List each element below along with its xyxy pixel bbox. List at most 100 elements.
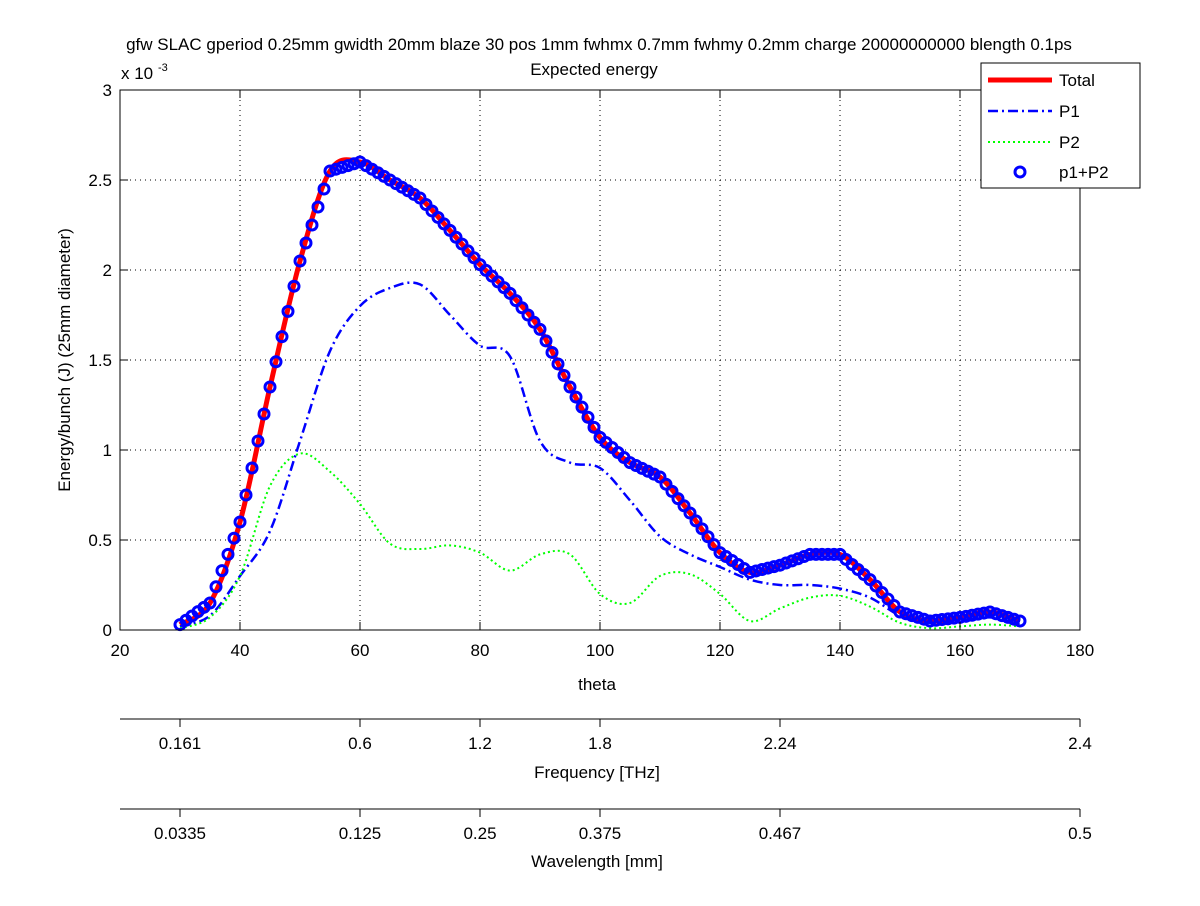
data-point: [539, 334, 553, 348]
x-axis-label: theta: [578, 675, 616, 694]
y-tick-label: 0: [103, 621, 112, 640]
legend-label-p2: P2: [1059, 133, 1080, 152]
data-point: [323, 164, 337, 178]
x-tick-label: 20: [111, 641, 130, 660]
data-point: [743, 565, 757, 579]
data-point: [287, 279, 301, 293]
data-point: [791, 552, 805, 566]
secondary-tick-label: 2.4: [1068, 734, 1092, 753]
y-tick-label: 0.5: [88, 531, 112, 550]
legend-label-p1: P1: [1059, 102, 1080, 121]
x-tick-label: 80: [471, 641, 490, 660]
data-point: [215, 564, 229, 578]
data-point: [701, 530, 715, 544]
data-point: [977, 606, 991, 620]
data-point: [545, 345, 559, 359]
secondary-tick-label: 1.2: [468, 734, 492, 753]
data-point: [917, 612, 931, 626]
data-point: [947, 611, 961, 625]
data-point: [767, 560, 781, 574]
data-point: [983, 605, 997, 619]
data-point: [929, 613, 943, 627]
data-point: [341, 159, 355, 173]
data-point: [587, 420, 601, 434]
secondary-tick-label: 0.467: [759, 824, 802, 843]
series-line-p2: [179, 452, 1021, 630]
data-point: [941, 612, 955, 626]
data-point: [809, 547, 823, 561]
wavelength-axis: Wavelength [mm] 0.0335 0.125 0.25 0.375 0.46…: [120, 808, 1092, 871]
data-point: [995, 609, 1009, 623]
data-point: [347, 157, 361, 171]
secondary-tick-label: 0.125: [339, 824, 382, 843]
data-point: [305, 218, 319, 232]
y-tick-label: 3: [103, 81, 112, 100]
x-tick-label: 140: [826, 641, 854, 660]
y-tick-label: 1: [103, 441, 112, 460]
data-point: [245, 461, 259, 475]
data-point: [959, 609, 973, 623]
data-point: [1013, 614, 1027, 628]
data-point: [905, 609, 919, 623]
series-layer: [173, 155, 1027, 632]
data-point: [803, 547, 817, 561]
y-tick-label: 1.5: [88, 351, 112, 370]
wavelength-axis-label: Wavelength [mm]: [531, 852, 663, 871]
data-point: [707, 538, 721, 552]
data-point: [761, 561, 775, 575]
grid-layer: [120, 90, 1080, 630]
data-point: [1007, 612, 1021, 626]
series-markers-p1-p2: [173, 155, 1027, 632]
data-point: [827, 547, 841, 561]
main-axes: 20 40 60 80 100 120 140 160 180 0 0.5 1 1.5 2 2.5 3 x 1…: [55, 62, 1141, 694]
frequency-axis-label: Frequency [THz]: [534, 763, 660, 782]
data-point: [293, 254, 307, 268]
legend-label-p1p2: p1+P2: [1059, 163, 1109, 182]
data-point: [239, 488, 253, 502]
data-point: [563, 380, 577, 394]
data-point: [299, 236, 313, 250]
tick-layer: 20 40 60 80 100 120 140 160 180 0 0.5 1 1.5 2 2.5 3: [88, 81, 1094, 660]
frequency-axis: Frequency [THz] 0.161 0.6 1.2 1.8 2.24 2.4: [120, 718, 1092, 782]
data-point: [815, 547, 829, 561]
data-point: [965, 608, 979, 622]
y-exponent-power: -3: [158, 62, 168, 74]
secondary-tick-label: 0.5: [1068, 824, 1092, 843]
data-point: [233, 515, 247, 529]
data-point: [263, 380, 277, 394]
data-point: [275, 330, 289, 344]
secondary-tick-label: 2.24: [763, 734, 796, 753]
legend-label-total: Total: [1059, 71, 1095, 90]
secondary-tick-label: 0.0335: [154, 824, 206, 843]
data-point: [227, 531, 241, 545]
data-point: [989, 607, 1003, 621]
legend-box: [980, 62, 1141, 189]
x-tick-label: 180: [1066, 641, 1094, 660]
data-point: [749, 564, 763, 578]
data-point: [923, 614, 937, 628]
data-point: [311, 200, 325, 214]
y-tick-label: 2.5: [88, 171, 112, 190]
x-tick-label: 120: [706, 641, 734, 660]
data-point: [821, 547, 835, 561]
y-exponent-base: x 10: [121, 64, 153, 83]
data-point: [221, 547, 235, 561]
data-point: [317, 182, 331, 196]
data-point: [755, 563, 769, 577]
data-point: [695, 522, 709, 536]
data-point: [329, 162, 343, 176]
data-point: [557, 368, 571, 382]
data-point: [581, 410, 595, 424]
x-tick-label: 160: [946, 641, 974, 660]
x-tick-label: 100: [586, 641, 614, 660]
data-point: [575, 400, 589, 414]
secondary-tick-label: 0.6: [348, 734, 372, 753]
legend-swatch-p1p2: [1013, 165, 1027, 179]
secondary-tick-label: 0.25: [463, 824, 496, 843]
secondary-tick-label: 0.161: [159, 734, 202, 753]
secondary-tick-label: 1.8: [588, 734, 612, 753]
y-axis-label: Energy/bunch (J) (25mm diameter): [55, 228, 74, 492]
data-point: [683, 506, 697, 520]
x-tick-label: 60: [351, 641, 370, 660]
